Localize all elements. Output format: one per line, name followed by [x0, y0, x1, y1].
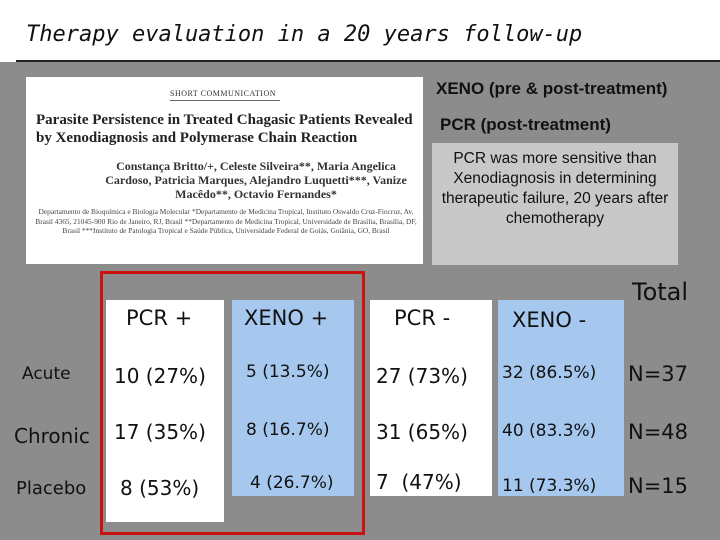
header-xeno-neg: XENO - — [512, 308, 587, 332]
xeno-neg-panel — [498, 300, 624, 496]
header-pcr-neg: PCR - — [394, 306, 451, 330]
pcr-pos-panel — [106, 300, 224, 522]
conclusion-box: PCR was more sensitive than Xenodiagnosi… — [432, 143, 678, 265]
chronic-pcr-pos: 17 (35%) — [114, 420, 206, 444]
pcr-note: PCR (post-treatment) — [440, 115, 611, 134]
pcr-neg-panel — [370, 300, 492, 496]
paper-affiliation: Departamento de Bioquímica e Biologia Mo… — [35, 207, 417, 235]
acute-total: N=37 — [628, 362, 689, 386]
chronic-xeno-neg: 40 (83.3%) — [502, 421, 597, 441]
acute-pcr-neg: 27 (73%) — [376, 364, 468, 388]
acute-pcr-pos: 10 (27%) — [114, 364, 206, 388]
header-xeno-pos: XENO + — [244, 306, 329, 330]
highlight-box — [100, 271, 365, 535]
title-bar: Therapy evaluation in a 20 years follow-… — [0, 0, 720, 62]
placebo-pcr-neg: 7 (47%) — [376, 470, 462, 494]
chronic-total: N=48 — [628, 420, 689, 444]
xeno-note: XENO (pre & post-treatment) — [436, 79, 668, 98]
paper-authors: Constança Britto/+, Celeste Silveira**, … — [105, 159, 407, 201]
paper-section-label: SHORT COMMUNICATION — [170, 89, 276, 98]
paper-clipping: SHORT COMMUNICATION Parasite Persistence… — [26, 77, 423, 264]
slide-title: Therapy evaluation in a 20 years follow-… — [26, 22, 583, 47]
row-label-chronic: Chronic — [14, 424, 90, 448]
paper-section-rule — [170, 100, 280, 101]
row-label-placebo: Placebo — [16, 478, 87, 499]
placebo-pcr-pos: 8 (53%) — [120, 476, 200, 500]
row-label-acute: Acute — [22, 364, 71, 384]
paper-title: Parasite Persistence in Treated Chagasic… — [36, 112, 413, 146]
placebo-xeno-neg: 11 (73.3%) — [502, 476, 597, 496]
chronic-pcr-neg: 31 (65%) — [376, 420, 468, 444]
xeno-pos-panel — [232, 300, 354, 496]
header-pcr-pos: PCR + — [126, 306, 193, 330]
placebo-total: N=15 — [628, 474, 689, 498]
placebo-xeno-pos: 4 (26.7%) — [250, 473, 334, 493]
header-total: Total — [632, 278, 689, 306]
acute-xeno-pos: 5 (13.5%) — [246, 362, 330, 382]
acute-xeno-neg: 32 (86.5%) — [502, 363, 597, 383]
chronic-xeno-pos: 8 (16.7%) — [246, 420, 330, 440]
title-underline — [16, 60, 720, 62]
